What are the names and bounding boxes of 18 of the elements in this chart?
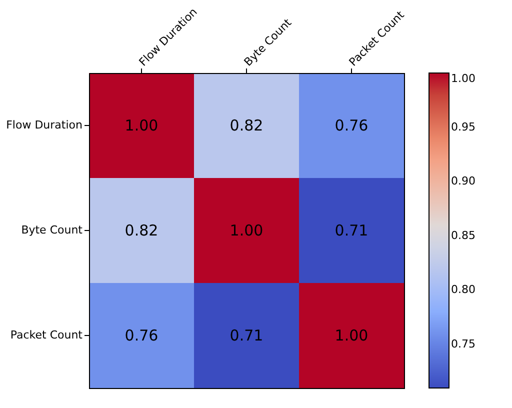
color-bar-label: 0.75 (451, 338, 476, 351)
color-bar-label: 0.85 (451, 228, 476, 242)
data-label: 0.82 (230, 116, 264, 134)
color-bar-label: 0.95 (451, 120, 476, 134)
data-label: 1.00 (230, 222, 264, 240)
data-label: 0.71 (230, 326, 264, 344)
data-label: 0.82 (124, 222, 158, 240)
y-tick-label: Flow Duration (6, 118, 83, 132)
y-tick-label: Byte Count (21, 224, 84, 236)
color-bar-label: 1.00 (451, 72, 476, 85)
color-bar-label: 0.80 (451, 283, 476, 296)
y-tick-label: Packet Count (10, 328, 84, 342)
data-label: 1.00 (334, 326, 368, 344)
data-label: 0.71 (334, 222, 368, 240)
data-label: 1.00 (124, 116, 158, 134)
data-label: 0.76 (124, 326, 158, 344)
data-label: 0.76 (334, 116, 368, 134)
color-bar-label: 0.90 (451, 174, 476, 188)
